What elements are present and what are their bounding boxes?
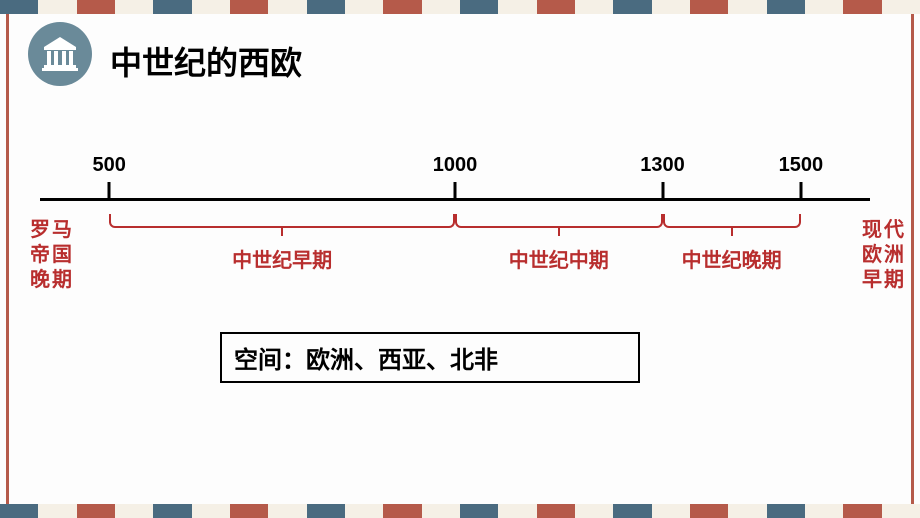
axis-tick bbox=[661, 182, 664, 198]
period-label: 中世纪中期 bbox=[509, 244, 609, 273]
top-border-stripe bbox=[0, 0, 920, 14]
axis-tick bbox=[799, 182, 802, 198]
period-bracket bbox=[663, 214, 801, 228]
axis-tick bbox=[454, 182, 457, 198]
era-before-label: 罗马帝国晚期 bbox=[30, 218, 74, 293]
axis-tick-label: 500 bbox=[92, 154, 125, 177]
building-icon bbox=[40, 34, 80, 74]
spatial-scope-note: 空间：欧洲、西亚、北非 bbox=[220, 332, 640, 383]
period-label: 中世纪晚期 bbox=[682, 244, 782, 273]
title-icon bbox=[28, 22, 92, 86]
period-bracket bbox=[109, 214, 455, 228]
period-bracket bbox=[455, 214, 663, 228]
bottom-border-stripe bbox=[0, 504, 920, 518]
period-label: 中世纪早期 bbox=[232, 244, 332, 273]
axis-tick-label: 1300 bbox=[640, 154, 685, 177]
timeline-axis bbox=[40, 198, 870, 201]
axis-tick bbox=[108, 182, 111, 198]
left-border-line bbox=[6, 14, 9, 504]
axis-tick-label: 1000 bbox=[433, 154, 478, 177]
page-title: 中世纪的西欧 bbox=[110, 38, 302, 84]
era-after-label: 现代欧洲早期 bbox=[862, 218, 906, 293]
axis-tick-label: 1500 bbox=[779, 154, 824, 177]
right-border-line bbox=[911, 14, 914, 504]
